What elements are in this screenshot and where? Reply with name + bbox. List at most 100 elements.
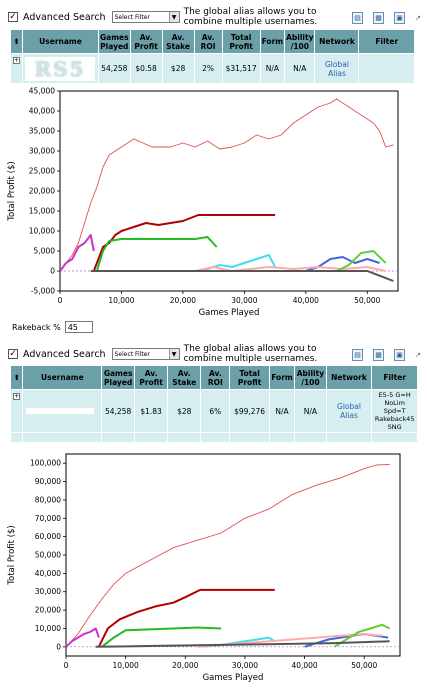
x-tick-label: 50,000 <box>351 661 377 670</box>
popout-icon[interactable]: ↗ <box>415 351 421 359</box>
username-logo: RS5 <box>25 56 95 81</box>
calendar-icon[interactable]: ▦ <box>373 12 384 24</box>
x-tick-label: 0 <box>64 661 69 670</box>
col-form[interactable]: Form <box>268 365 296 390</box>
x-tick-label: 20,000 <box>170 296 196 305</box>
col-network[interactable]: Network <box>325 365 373 390</box>
advanced-search-label: Advanced Search <box>23 11 106 23</box>
col-username[interactable]: Username <box>22 365 103 390</box>
av-stake-cell: $28 <box>161 53 195 84</box>
y-tick-label: 40,000 <box>29 107 55 116</box>
col-ability[interactable]: Ability /100 <box>284 29 316 54</box>
profit-chart-2: 0 10,000 20,000 30,000 40,000 50,000 60,000 70,… <box>7 453 401 683</box>
profit-chart-1: -5,00005,00010,00015,00020,00025,00030,0… <box>7 87 399 318</box>
x-tick-label: 0 <box>58 296 63 305</box>
x-tick-label: 30,000 <box>231 296 257 305</box>
spreadsheet-icon[interactable]: ▣ <box>394 349 405 361</box>
panel1-search-bar: ✓ Advanced Search Select Filter ▼ The gl… <box>8 7 423 27</box>
expand-row-icon[interactable]: + <box>10 53 23 84</box>
col-av-stake[interactable]: Av. Stake <box>167 365 202 390</box>
y-tick-label: 80,000 <box>35 495 61 504</box>
col-games-played[interactable]: Games Played <box>101 365 135 390</box>
filter-select[interactable]: Select Filter ▼ <box>111 11 180 23</box>
filter-select[interactable]: Select Filter ▼ <box>111 348 180 360</box>
advanced-search-checkbox[interactable]: ✓ <box>8 11 18 22</box>
sort-arrow-icon[interactable]: ⬆ <box>9 365 24 390</box>
x-tick-label: 10,000 <box>113 661 139 670</box>
y-tick-label: 0 <box>50 267 55 276</box>
y-tick-label: 20,000 <box>29 187 55 196</box>
x-tick-label: 20,000 <box>172 661 198 670</box>
col-ability[interactable]: Ability /100 <box>294 365 327 390</box>
col-av-roi[interactable]: Av. ROI <box>193 29 223 54</box>
filter-select-value: Select Filter <box>114 350 150 358</box>
rakeback-input[interactable]: 45 <box>64 321 93 333</box>
av-stake-cell: $28 <box>167 389 202 433</box>
col-games-played[interactable]: Games Played <box>98 29 131 54</box>
global-alias-hint: The global alias allows you to combine m… <box>183 344 318 364</box>
table-row[interactable]: + 54,258 $1.83 $28 6% $99,276 N/A N/A Gl… <box>9 389 418 433</box>
x-axis-title: Games Played <box>199 308 260 318</box>
y-axis-title: Total Profit ($) <box>7 525 17 585</box>
series-line-7 <box>333 623 391 648</box>
advanced-search-label: Advanced Search <box>23 348 106 360</box>
col-total-profit[interactable]: Total Profit <box>221 29 261 54</box>
col-av-roi[interactable]: Av. ROI <box>200 365 231 390</box>
spreadsheet-icon[interactable]: ▣ <box>394 12 405 24</box>
chevron-down-icon: ▼ <box>168 349 179 359</box>
y-tick-label: -5,000 <box>31 287 55 296</box>
form-cell: N/A <box>268 389 296 433</box>
global-alias-link[interactable]: Global Alias <box>325 59 349 78</box>
export-icon[interactable]: ▤ <box>352 12 363 24</box>
col-filter[interactable]: Filter <box>358 29 415 54</box>
y-tick-label: 20,000 <box>35 606 61 615</box>
y-tick-label: 35,000 <box>29 127 55 136</box>
panel2-toolbar: ▤ ▦ ▣ ↗ <box>352 349 421 361</box>
col-total-profit[interactable]: Total Profit <box>229 365 270 390</box>
sort-arrow-icon[interactable]: ⬆ <box>10 29 23 54</box>
popout-icon[interactable]: ↗ <box>415 14 421 22</box>
y-axis-title: Total Profit ($) <box>7 161 17 221</box>
rakeback-control: Rakeback % 45 <box>12 321 93 333</box>
col-av-stake[interactable]: Av. Stake <box>161 29 195 54</box>
series-line-0 <box>65 464 390 648</box>
expand-row-icon[interactable]: + <box>9 389 24 433</box>
filter-select-value: Select Filter <box>114 13 150 21</box>
col-filter[interactable]: Filter <box>371 365 418 390</box>
network-cell[interactable]: Global Alias <box>325 389 373 433</box>
series-line-3 <box>59 234 95 272</box>
series-line-1 <box>92 214 276 272</box>
panel2-search-bar: ✓ Advanced Search Select Filter ▼ The gl… <box>8 344 423 364</box>
y-tick-label: 10,000 <box>29 227 55 236</box>
y-tick-label: 45,000 <box>29 87 55 96</box>
col-av-profit[interactable]: Av. Profit <box>129 29 163 54</box>
form-cell: N/A <box>259 53 286 84</box>
y-tick-label: 60,000 <box>35 532 61 541</box>
ability-cell: N/A <box>284 53 316 84</box>
x-tick-label: 10,000 <box>108 296 134 305</box>
series-line-2 <box>101 626 222 648</box>
x-tick-label: 40,000 <box>293 296 319 305</box>
table-row[interactable]: + RS5 54,258 $0.58 $28 2% $31,517 N/A N/… <box>10 53 415 84</box>
username-cell: RS5 <box>22 53 99 84</box>
series-line-0 <box>59 98 394 272</box>
x-axis-title: Games Played <box>203 673 264 683</box>
series-line-6 <box>194 266 386 272</box>
plot-area <box>65 453 401 657</box>
table-row-empty <box>9 432 418 443</box>
av-profit-cell: $1.83 <box>133 389 169 433</box>
col-network[interactable]: Network <box>314 29 360 54</box>
network-cell[interactable]: Global Alias <box>314 53 360 84</box>
series-line-7 <box>336 250 387 272</box>
panel1-results-table: ⬆ Username Games Played Av. Profit Av. S… <box>10 29 415 84</box>
x-tick-label: 30,000 <box>232 661 258 670</box>
col-av-profit[interactable]: Av. Profit <box>133 365 169 390</box>
col-form[interactable]: Form <box>259 29 286 54</box>
calendar-icon[interactable]: ▦ <box>373 349 384 361</box>
global-alias-link[interactable]: Global Alias <box>337 402 361 420</box>
export-icon[interactable]: ▤ <box>352 349 363 361</box>
rakeback-label: Rakeback % <box>12 322 61 332</box>
col-username[interactable]: Username <box>22 29 99 54</box>
advanced-search-checkbox[interactable]: ✓ <box>8 348 18 359</box>
y-tick-label: 50,000 <box>35 551 61 560</box>
